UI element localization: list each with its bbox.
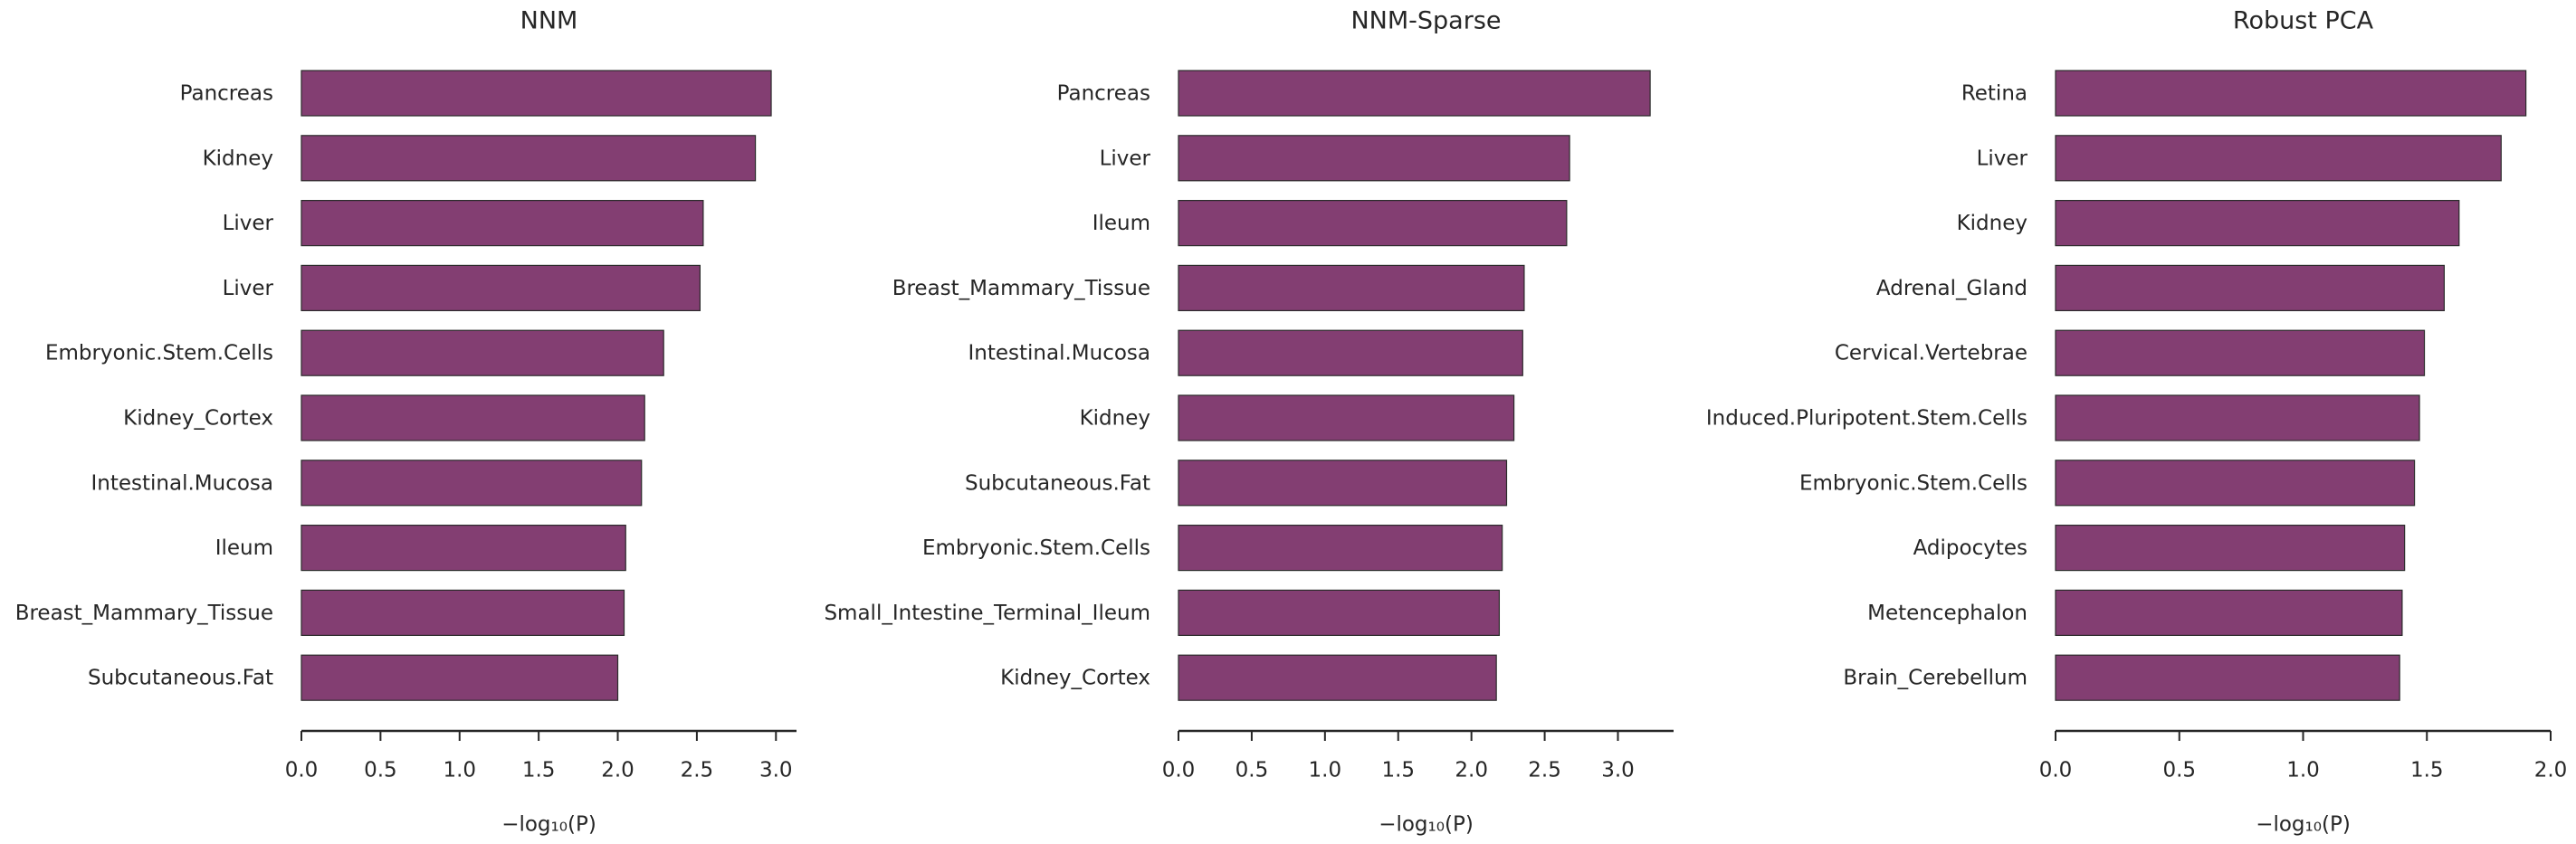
bar — [1178, 200, 1568, 247]
bar — [1178, 589, 1501, 637]
panel-title: NNM — [520, 7, 578, 35]
bar — [2055, 200, 2460, 247]
bar — [1178, 460, 1508, 507]
panel-1: NNM Pancreas Kidney Liver Liver Embryonic.Ste… — [15, 7, 797, 837]
bar — [301, 589, 625, 637]
bar — [301, 135, 757, 182]
bar — [1178, 264, 1525, 311]
category-label: Embryonic.Stem.Cells — [1799, 471, 2027, 495]
bar — [2055, 654, 2400, 701]
bar — [2055, 394, 2420, 441]
x-tick-label: 2.5 — [1528, 759, 1561, 782]
category-label: Brain_Cerebellum — [1843, 667, 2027, 690]
bar — [301, 524, 626, 572]
x-tick-label: 2.0 — [601, 759, 634, 782]
x-tick-label: 0.0 — [1162, 759, 1196, 782]
bar — [301, 394, 645, 441]
x-tick-label: 1.0 — [443, 759, 476, 782]
panel-title: NNM-Sparse — [1350, 7, 1501, 35]
category-label: Embryonic.Stem.Cells — [45, 342, 273, 365]
bar — [2055, 135, 2502, 182]
category-label: Adipocytes — [1913, 536, 2027, 560]
bar — [1178, 329, 1523, 376]
category-label: Kidney — [203, 147, 273, 170]
category-label: Metencephalon — [1867, 602, 2027, 625]
x-tick-label: 2.5 — [681, 759, 714, 782]
category-label: Small_Intestine_Terminal_Ileum — [824, 602, 1150, 625]
bar — [1178, 654, 1497, 701]
bar — [2055, 460, 2416, 507]
x-tick-label: 0.5 — [1236, 759, 1269, 782]
bar — [301, 70, 772, 117]
x-axis-label: −log₁₀(P) — [501, 813, 596, 837]
x-tick-label: 3.0 — [759, 759, 793, 782]
category-label: Liver — [1977, 147, 2028, 170]
category-label: Kidney_Cortex — [123, 407, 273, 431]
bar — [301, 329, 664, 376]
bar — [301, 200, 704, 247]
category-label: Cervical.Vertebrae — [1835, 342, 2027, 365]
x-tick-label: 1.5 — [1381, 759, 1415, 782]
bar — [1178, 394, 1515, 441]
x-axis-label: −log₁₀(P) — [1379, 813, 1474, 837]
panel-3: Robust PCA Retina Liver Kidney Adrenal_Gland… — [1706, 7, 2567, 837]
category-label: Retina — [1961, 82, 2027, 106]
category-label: Subcutaneous.Fat — [965, 471, 1150, 495]
bar — [301, 264, 701, 311]
bar — [2055, 70, 2527, 117]
category-label: Adrenal_Gland — [1876, 277, 2027, 300]
panel-title: Robust PCA — [2233, 7, 2374, 35]
panel-2: NNM-Sparse Pancreas Liver Ileum Breast_Mamma… — [824, 7, 1674, 837]
category-label: Pancreas — [1057, 82, 1150, 106]
x-tick-label: 1.0 — [2286, 759, 2320, 782]
bar — [301, 460, 643, 507]
x-tick-label: 1.5 — [522, 759, 556, 782]
category-label: Kidney_Cortex — [1000, 667, 1150, 690]
bar — [2055, 264, 2445, 311]
x-tick-label: 3.0 — [1601, 759, 1635, 782]
category-label: Breast_Mammary_Tissue — [892, 277, 1150, 300]
bar — [1178, 524, 1503, 572]
bar — [2055, 329, 2426, 376]
category-label: Ileum — [1092, 212, 1150, 235]
bar — [1178, 135, 1570, 182]
category-label: Intestinal.Mucosa — [91, 471, 273, 495]
bar — [2055, 589, 2403, 637]
x-tick-label: 2.0 — [1455, 759, 1488, 782]
x-tick-label: 1.0 — [1309, 759, 1342, 782]
category-label: Liver — [223, 277, 274, 300]
x-tick-label: 0.0 — [2039, 759, 2073, 782]
category-label: Ileum — [215, 536, 273, 560]
category-label: Intestinal.Mucosa — [968, 342, 1150, 365]
x-tick-label: 2.0 — [2534, 759, 2568, 782]
x-tick-label: 0.0 — [285, 759, 319, 782]
bar — [1178, 70, 1651, 117]
category-label: Liver — [1100, 147, 1151, 170]
x-tick-label: 0.5 — [2162, 759, 2196, 782]
category-label: Pancreas — [180, 82, 273, 106]
x-tick-label: 1.5 — [2410, 759, 2444, 782]
x-axis-label: −log₁₀(P) — [2256, 813, 2351, 837]
category-label: Kidney — [1080, 407, 1150, 431]
category-label: Kidney — [1957, 212, 2027, 235]
category-label: Embryonic.Stem.Cells — [922, 536, 1150, 560]
x-tick-label: 0.5 — [364, 759, 397, 782]
category-label: Breast_Mammary_Tissue — [15, 602, 273, 625]
bar — [301, 654, 619, 701]
category-label: Induced.Pluripotent.Stem.Cells — [1706, 407, 2027, 431]
category-label: Subcutaneous.Fat — [88, 667, 273, 690]
category-label: Liver — [223, 212, 274, 235]
bar — [2055, 524, 2406, 572]
